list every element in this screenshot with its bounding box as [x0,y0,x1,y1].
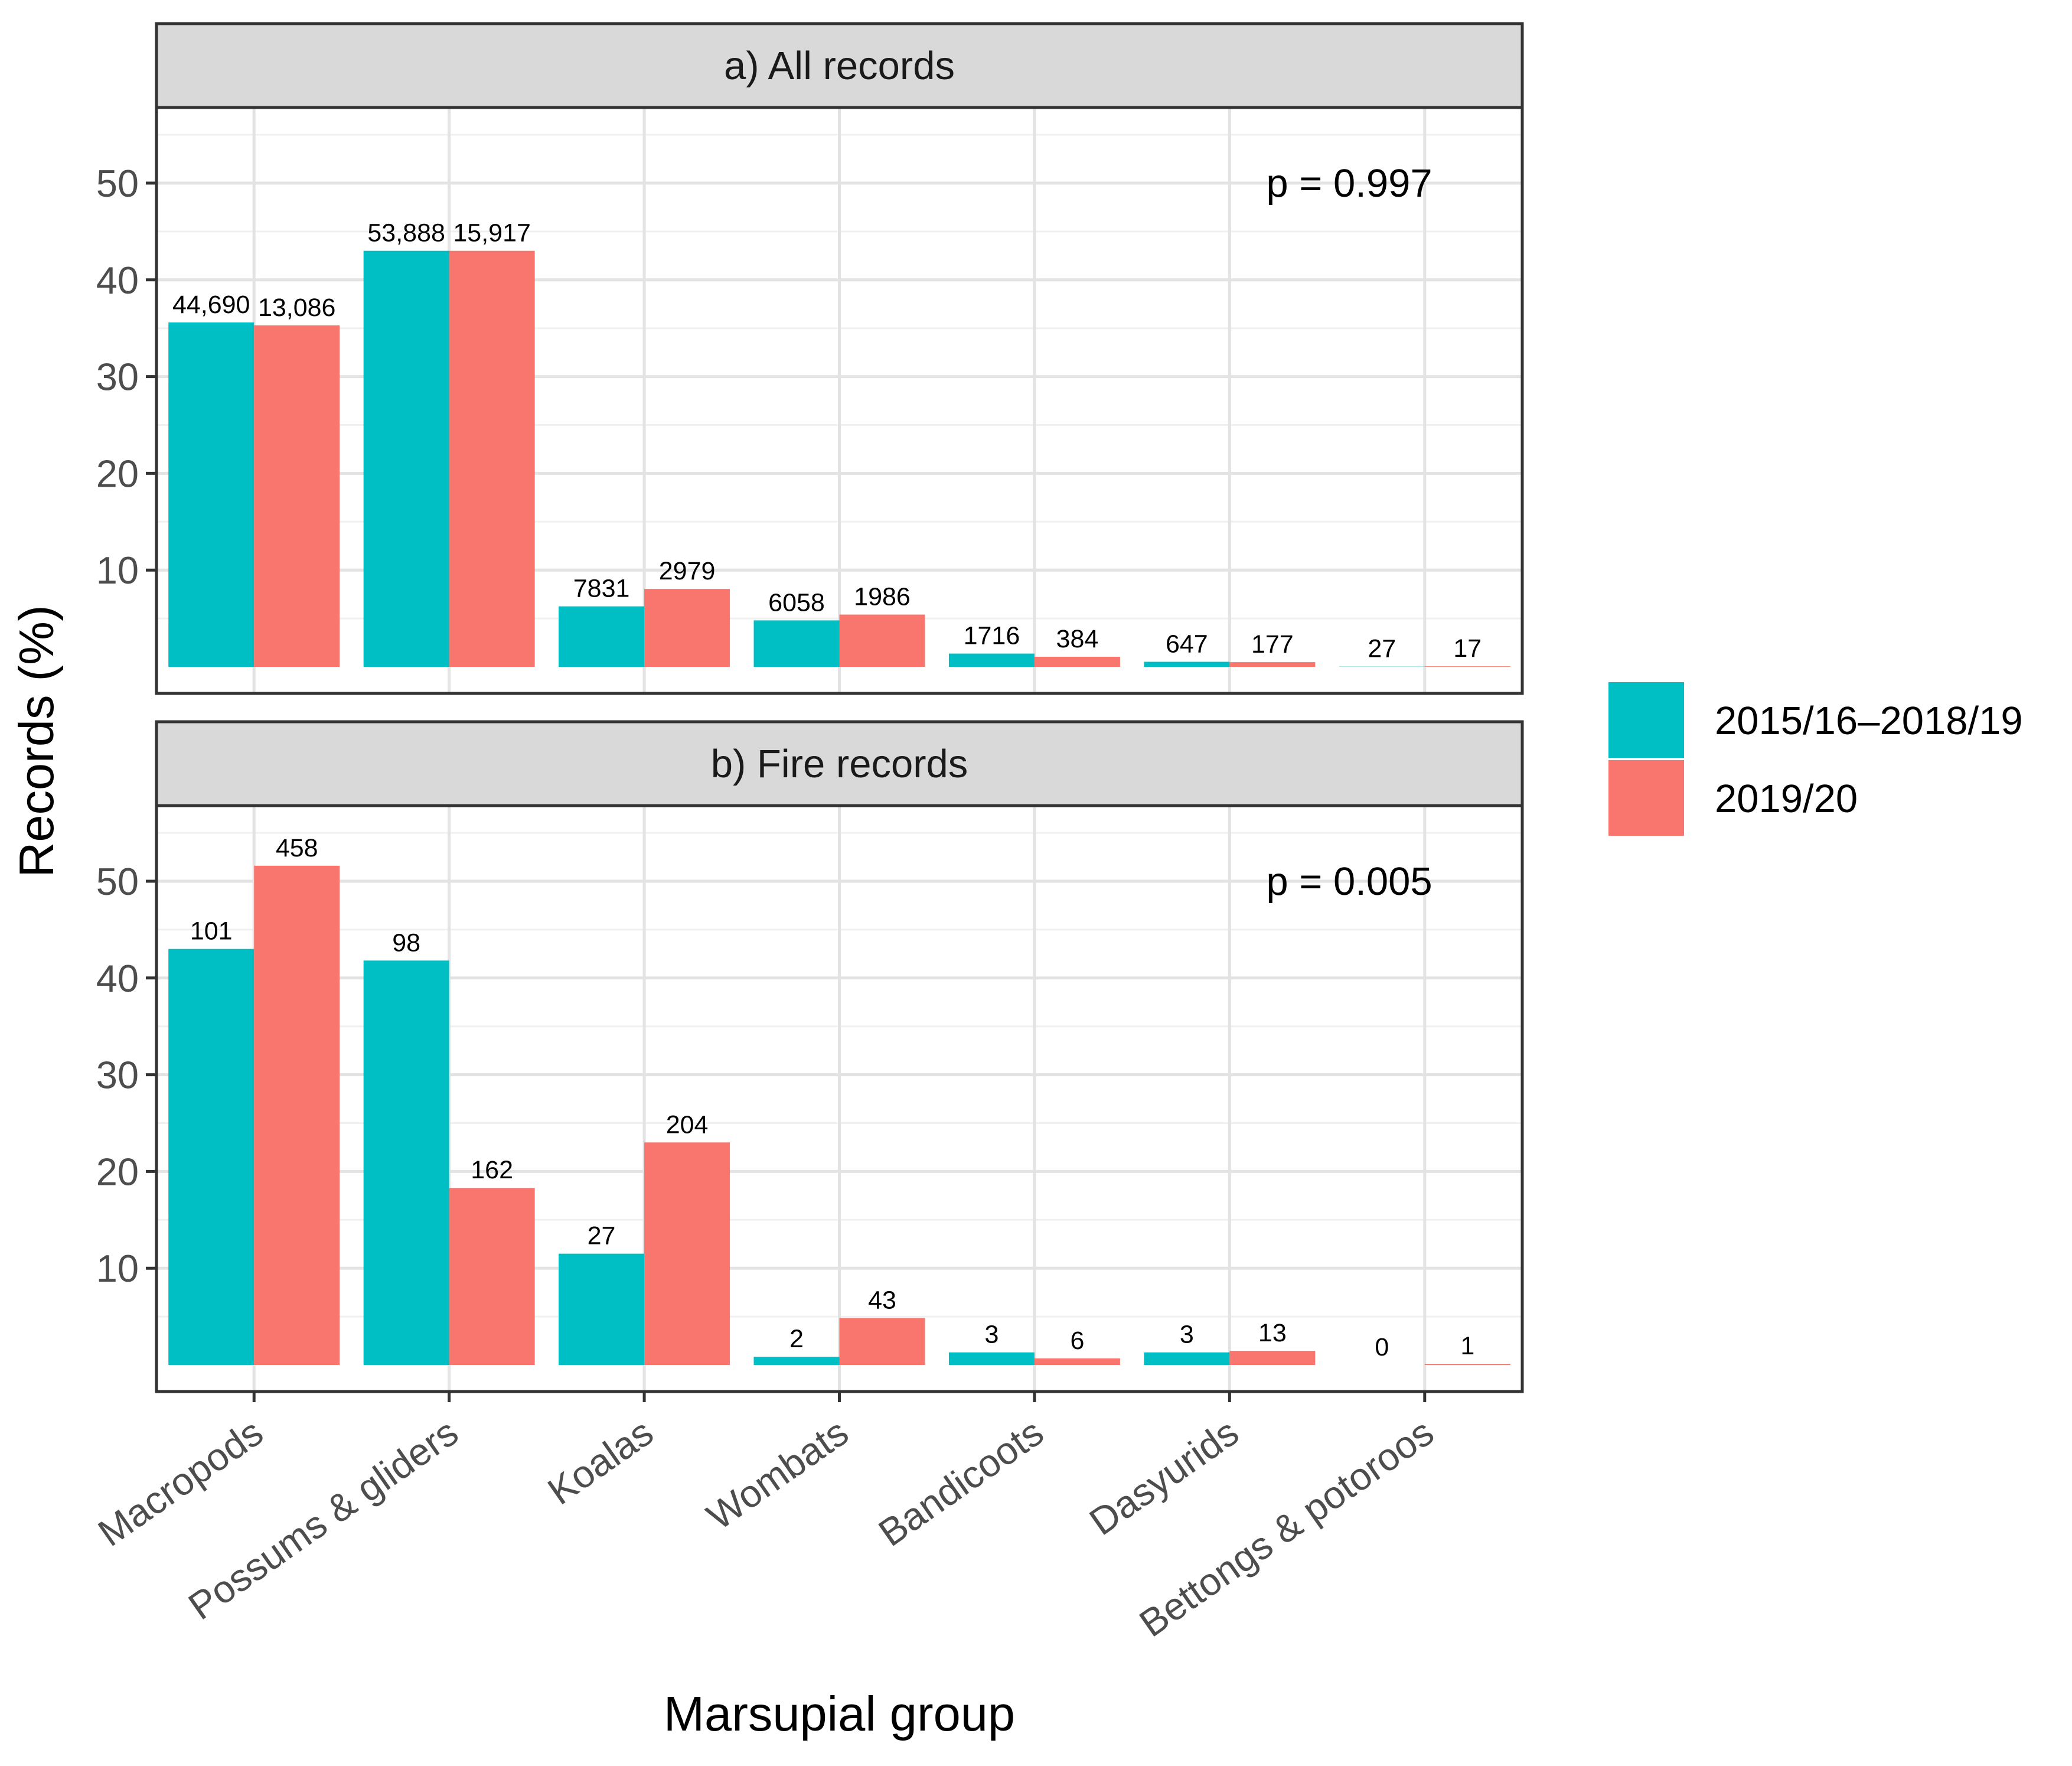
x-tick-label: Wombats [699,1410,856,1539]
x-tick-label: Dasyurids [1082,1410,1247,1544]
bar-2019-20 [1229,662,1316,667]
y-tick-label: 10 [96,1247,139,1290]
bar-value-label: 1 [1460,1332,1474,1360]
y-axis-title: Records (%) [9,605,64,877]
bar-value-label: 17 [1453,634,1482,663]
bar-2019-20 [644,1142,730,1365]
bar-2019-20 [254,865,340,1365]
facet-title: b) Fire records [711,742,968,786]
bar-baseline [753,1357,840,1365]
bar-baseline [363,960,449,1365]
bar-value-label: 384 [1056,625,1099,653]
bar-baseline [559,1253,645,1365]
y-tick-label: 50 [96,162,139,205]
y-tick-label: 30 [96,356,139,399]
bar-value-label: 177 [1251,630,1294,659]
p-value-annotation: p = 0.005 [1266,859,1432,904]
bar-2019-20 [839,1318,925,1365]
bar-2019-20 [449,1188,535,1365]
bar-baseline [948,653,1035,667]
bar-baseline [753,620,840,667]
bar-value-label: 458 [276,834,318,862]
bar-value-label: 0 [1375,1333,1389,1361]
y-tick-label: 10 [96,549,139,592]
bar-value-label: 2 [789,1325,804,1353]
bar-value-label: 6058 [768,588,825,617]
x-axis-title: Marsupial group [664,1686,1015,1741]
bar-baseline [559,606,645,667]
x-tick-label: Koalas [540,1410,661,1513]
bar-baseline [1144,1352,1230,1365]
facet-strip [155,22,1524,109]
bar-baseline [168,949,254,1365]
bar-2019-20 [644,589,730,667]
bar-value-label: 27 [588,1222,616,1250]
facet-title: a) All records [724,44,955,88]
p-value-annotation: p = 0.997 [1266,161,1432,206]
y-tick-label: 20 [96,452,139,495]
bar-baseline [948,1352,1035,1365]
y-tick-label: 40 [96,259,139,302]
bar-value-label: 101 [190,917,233,946]
bar-value-label: 44,690 [172,291,250,319]
bar-value-label: 6 [1070,1327,1084,1355]
bar-value-label: 27 [1368,635,1396,663]
bar-value-label: 98 [392,928,420,957]
bar-2019-20 [254,325,340,667]
bar-2019-20 [1424,666,1510,667]
bar-value-label: 43 [868,1286,896,1315]
bar-value-label: 647 [1166,630,1208,658]
y-tick-label: 30 [96,1054,139,1097]
y-tick-label: 20 [96,1150,139,1193]
bar-baseline [1144,662,1230,667]
x-tick-label: Macropods [90,1410,270,1555]
bar-value-label: 1986 [854,583,911,611]
y-tick-label: 40 [96,957,139,1000]
bar-2019-20 [839,614,925,667]
legend-key [1606,758,1686,838]
bar-value-label: 53,888 [367,219,445,247]
x-tick-label: Bandicoots [871,1410,1051,1555]
bar-value-label: 15,917 [453,219,531,247]
bar-2019-20 [1424,1364,1510,1365]
bar-value-label: 3 [984,1321,999,1349]
legend-label: 2019/20 [1715,777,1858,821]
bar-value-label: 1716 [964,622,1020,650]
bar-value-label: 7831 [573,575,630,603]
legend-label: 2015/16–2018/19 [1715,699,2023,743]
bar-2019-20 [1229,1351,1316,1365]
bar-value-label: 3 [1180,1321,1194,1349]
bar-value-label: 2979 [659,557,716,585]
y-tick-label: 50 [96,860,139,903]
bar-baseline [363,250,449,667]
bar-value-label: 204 [666,1110,709,1139]
bar-value-label: 13 [1258,1319,1287,1347]
bar-value-label: 13,086 [258,294,336,322]
legend-key [1606,680,1686,760]
bar-2019-20 [449,250,535,667]
bar-2019-20 [1034,656,1120,667]
bar-2019-20 [1034,1358,1120,1365]
bar-baseline [168,322,254,667]
bar-value-label: 162 [471,1156,513,1184]
facet-strip [155,720,1524,807]
